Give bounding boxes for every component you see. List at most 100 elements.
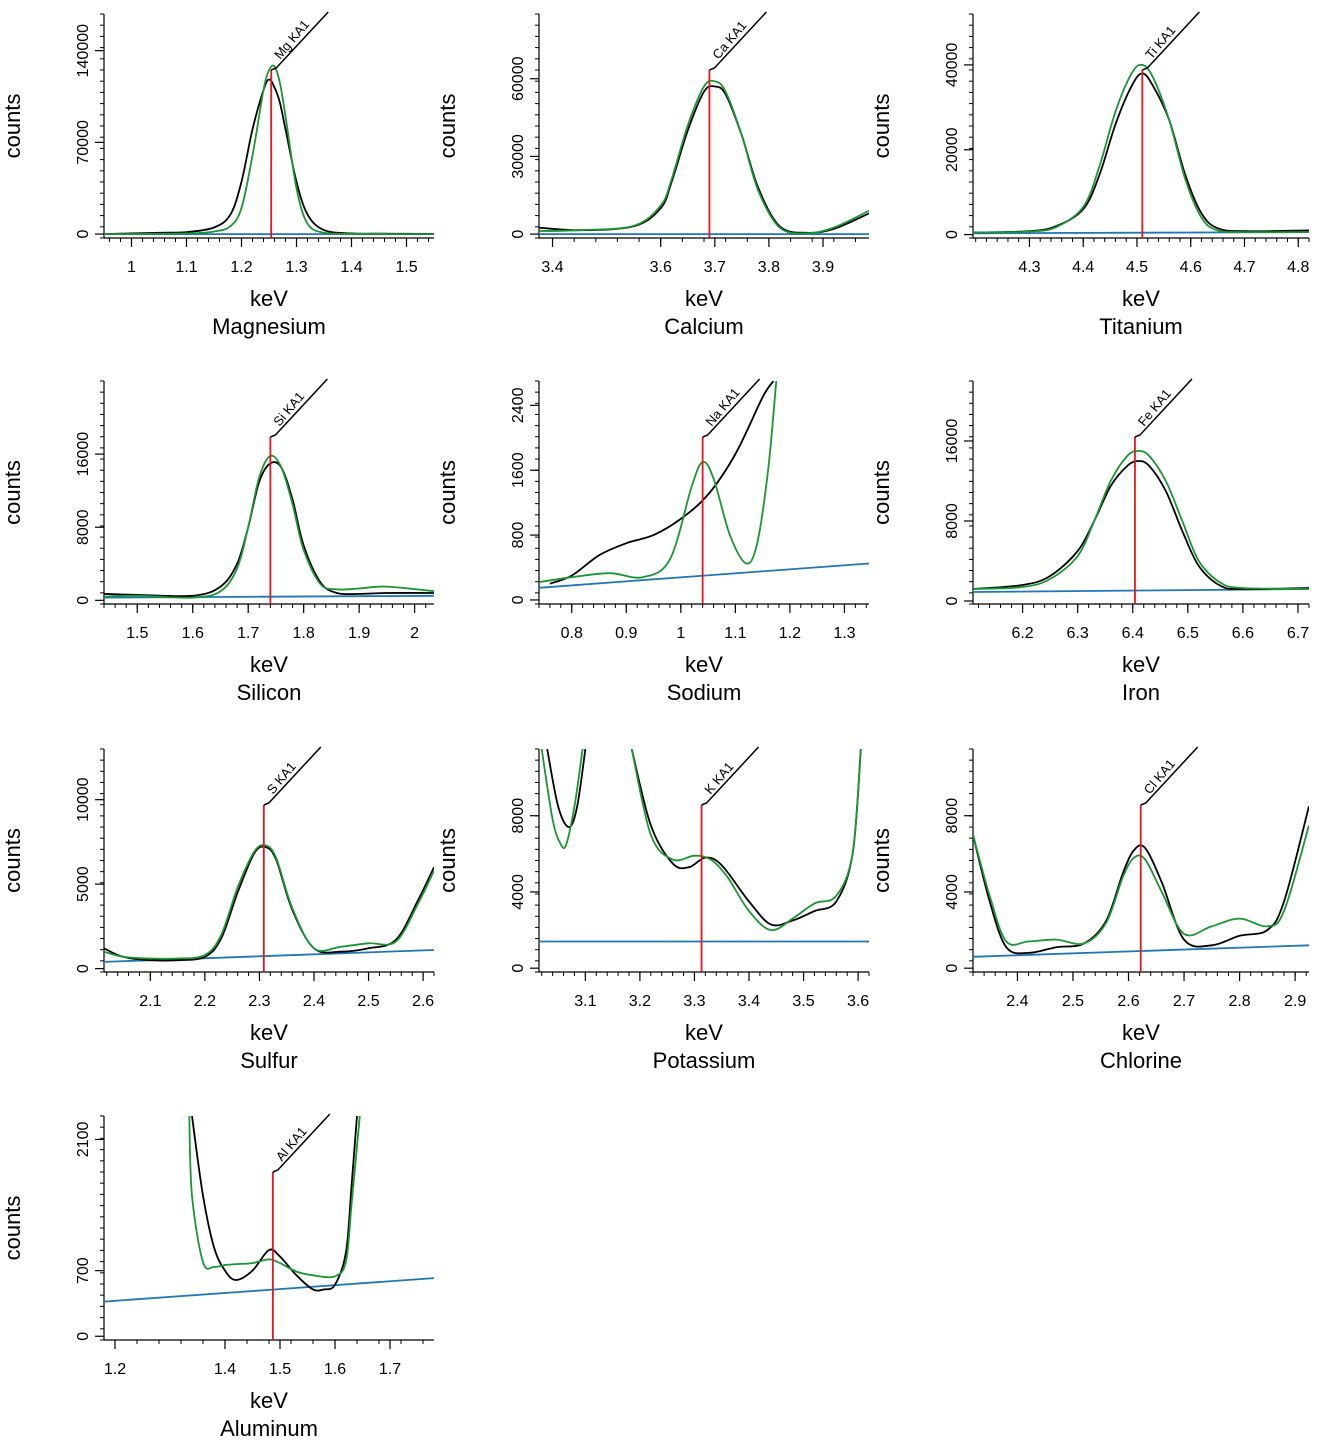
x-tick-label: 1.5 (395, 259, 417, 276)
peak-label: K KA1 (701, 759, 736, 797)
x-tick-label: 1.9 (348, 625, 370, 642)
y-tick-label: 16000 (75, 432, 92, 477)
chart-title: Sodium (667, 680, 742, 705)
y-axis-label: counts (869, 460, 894, 525)
y-tick-label: 20000 (944, 127, 961, 172)
y-tick-label: 0 (944, 230, 961, 239)
x-tick-label: 6.3 (1067, 625, 1089, 642)
series-line-fit (973, 450, 1309, 590)
x-axis-label: keV (250, 652, 288, 677)
y-tick-label: 0 (75, 1332, 92, 1341)
series-line-measured (973, 72, 1309, 234)
x-tick-label: 1.6 (182, 625, 204, 642)
y-axis-label: counts (869, 94, 894, 159)
series-line-fit (104, 454, 434, 599)
x-tick-label: 6.7 (1287, 625, 1309, 642)
x-tick-label: 2.4 (1006, 993, 1028, 1010)
x-tick-label: 2.5 (1062, 993, 1084, 1010)
series-line-measured (191, 1116, 358, 1292)
x-tick-label: 6.5 (1177, 625, 1199, 642)
chart-title: Magnesium (212, 314, 326, 339)
y-tick-label: 140000 (75, 24, 92, 77)
x-tick-label: 3.9 (812, 259, 834, 276)
x-tick-label: 1 (127, 259, 136, 276)
x-tick-label: 6.2 (1011, 625, 1033, 642)
series-line-fit (973, 63, 1309, 234)
y-tick-label: 2100 (75, 1122, 92, 1158)
chart-panel-sodium: 0 800 1600 2400 0.8 0.9 1 1.1 1.2 1.3 counts keV Sod… (435, 378, 869, 705)
y-axis-label: counts (0, 828, 25, 893)
peak-leader-line (702, 378, 761, 438)
x-tick-label: 2.9 (1284, 993, 1306, 1010)
y-tick-label: 8000 (510, 798, 527, 834)
series-line-measured (104, 461, 434, 598)
y-tick-label: 8000 (944, 798, 961, 834)
x-tick-label: 2.5 (357, 993, 379, 1010)
peak-leader-line (1142, 11, 1200, 71)
peak-label: Ca KA1 (709, 18, 749, 62)
x-tick-label: 3.4 (738, 993, 760, 1010)
y-tick-label: 16000 (944, 419, 961, 464)
x-tick-label: 1.1 (175, 259, 197, 276)
x-tick-label: 4.8 (1287, 259, 1309, 276)
peak-label: Fe KA1 (1135, 386, 1174, 429)
chart-title: Iron (1122, 680, 1160, 705)
x-tick-label: 2.6 (1117, 993, 1139, 1010)
chart-panel-sulfur: 0 5000 10000 2.1 2.2 2.3 2.4 2.5 2.6 counts keV Sul… (0, 746, 435, 1073)
x-tick-label: 1.1 (724, 625, 746, 642)
y-axis-label: counts (435, 94, 460, 159)
x-tick-label: 1.4 (214, 1361, 236, 1378)
series-line-background (539, 562, 869, 589)
x-tick-label: 1.8 (293, 625, 315, 642)
y-tick-label: 70000 (75, 120, 92, 165)
series-group (104, 844, 434, 963)
series-line-fit (630, 749, 862, 932)
y-tick-label: 0 (75, 230, 92, 239)
y-tick-label: 0 (944, 964, 961, 973)
x-tick-label: 2.8 (1228, 993, 1250, 1010)
chart-title: Titanium (1099, 314, 1183, 339)
peak-leader-line (263, 746, 322, 806)
series-line-measured (973, 805, 1309, 955)
series-line-measured (549, 381, 775, 585)
chart-panel-silicon: 0 8000 16000 1.5 1.6 1.7 1.8 1.9 2 counts keV Silic… (0, 378, 434, 705)
x-axis-label: keV (685, 652, 723, 677)
peak-leader-line (270, 378, 328, 438)
x-tick-label: 1.5 (269, 1361, 291, 1378)
chart-title: Calcium (664, 314, 743, 339)
y-tick-label: 0 (510, 230, 527, 239)
x-tick-label: 1.7 (237, 625, 259, 642)
x-tick-label: 6.6 (1232, 625, 1254, 642)
peak-label: Al KA1 (273, 1124, 310, 1164)
series-line-background (104, 1277, 434, 1303)
y-axis-label: counts (0, 94, 25, 159)
series-line-fit (104, 844, 434, 960)
x-tick-label: 1.7 (379, 1361, 401, 1378)
x-tick-label: 2.1 (139, 993, 161, 1010)
x-tick-label: 0.9 (615, 625, 637, 642)
peak-leader-line (709, 11, 767, 71)
chart-panel-calcium: 0 30000 60000 3.4 3.6 3.7 3.8 3.9 counts keV Calci… (435, 11, 869, 339)
x-axis-label: keV (1122, 652, 1160, 677)
series-group (973, 63, 1309, 235)
x-tick-label: 6.4 (1122, 625, 1144, 642)
series-group (539, 749, 869, 943)
peak-leader-line (270, 11, 329, 71)
y-tick-label: 30000 (510, 134, 527, 179)
peak-leader-line (272, 1113, 331, 1173)
x-tick-label: 3.5 (792, 993, 814, 1010)
x-tick-label: 2.6 (412, 993, 434, 1010)
x-tick-label: 3.6 (847, 993, 869, 1010)
series-line-measured (546, 749, 587, 829)
y-tick-label: 8000 (944, 503, 961, 539)
y-tick-label: 5000 (75, 866, 92, 902)
x-tick-label: 1.3 (833, 625, 855, 642)
series-line-background (104, 949, 434, 963)
peak-label: Ti KA1 (1142, 23, 1178, 62)
series-line-measured (539, 85, 869, 234)
x-tick-label: 1.3 (285, 259, 307, 276)
y-tick-label: 0 (75, 596, 92, 605)
series-line-measured (104, 845, 434, 962)
x-tick-label: 3.7 (704, 259, 726, 276)
chart-title: Silicon (237, 680, 302, 705)
